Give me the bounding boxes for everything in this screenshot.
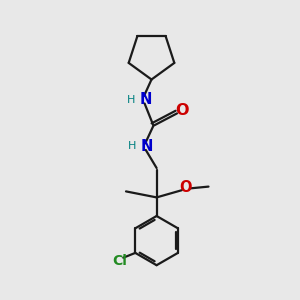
Text: N: N — [140, 92, 152, 107]
Text: N: N — [140, 139, 153, 154]
Text: H: H — [127, 95, 136, 105]
Text: Cl: Cl — [112, 254, 127, 268]
Text: O: O — [180, 180, 192, 195]
Text: H: H — [128, 141, 136, 152]
Text: O: O — [176, 103, 189, 118]
